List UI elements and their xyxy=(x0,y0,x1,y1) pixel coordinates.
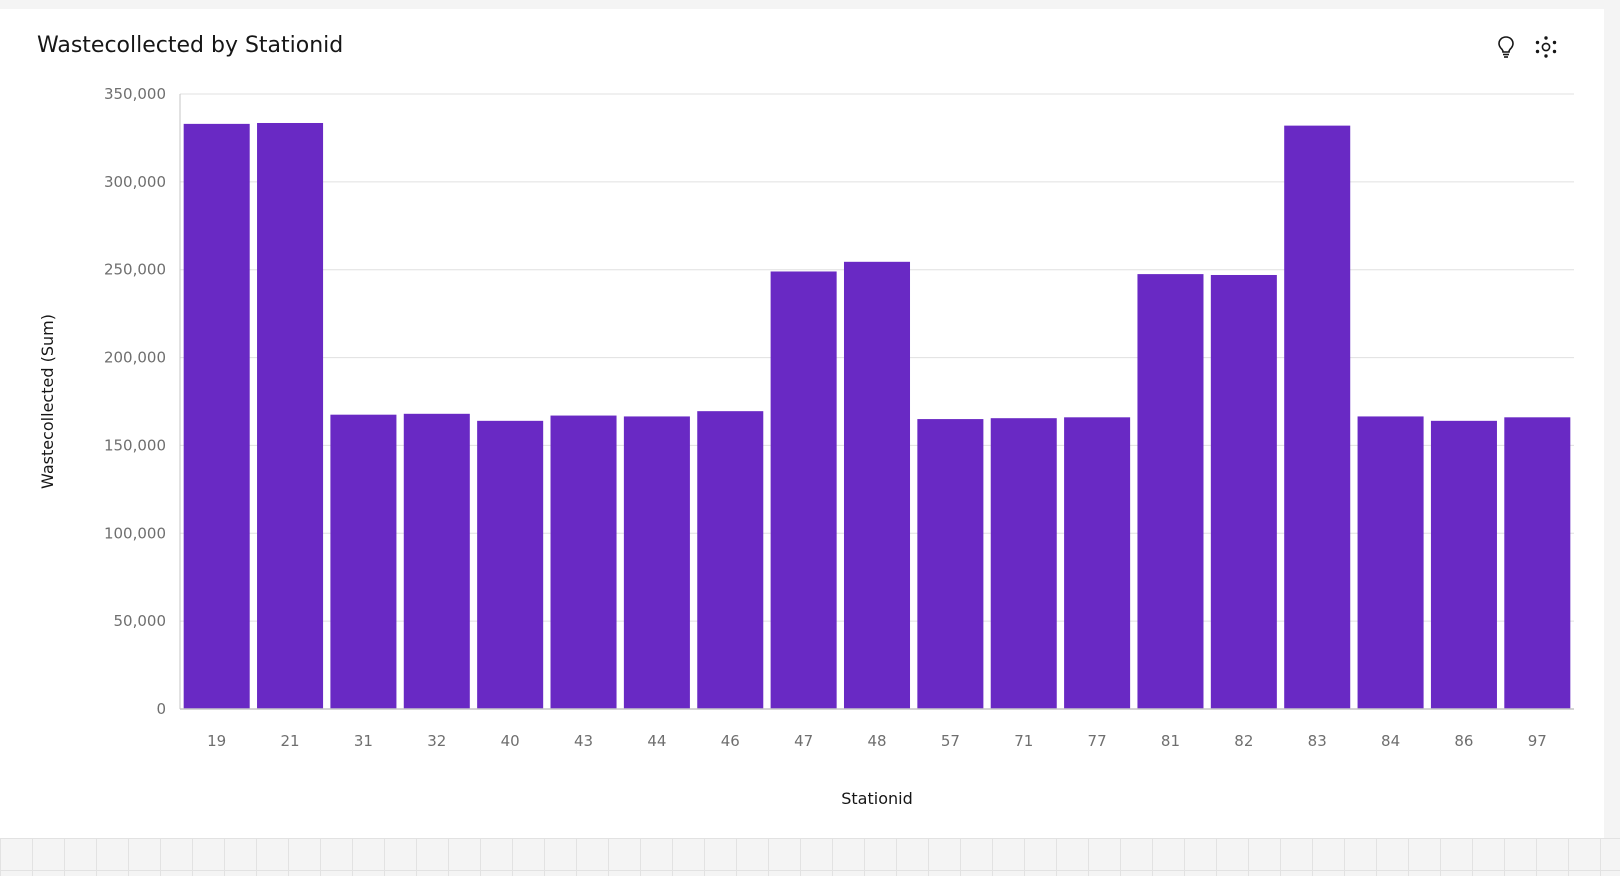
x-tick-label: 83 xyxy=(1308,732,1327,750)
bar-46[interactable] xyxy=(697,411,764,709)
lightbulb-icon xyxy=(1495,35,1517,59)
canvas-grid-background xyxy=(0,838,1620,876)
insights-button[interactable] xyxy=(1492,33,1520,61)
bar-81[interactable] xyxy=(1137,274,1204,709)
bar-84[interactable] xyxy=(1357,416,1424,709)
x-tick-label: 82 xyxy=(1234,732,1253,750)
y-tick-label: 50,000 xyxy=(114,612,167,630)
y-tick-label: 350,000 xyxy=(104,85,166,103)
bar-44[interactable] xyxy=(623,416,690,709)
y-tick-label: 0 xyxy=(156,700,166,718)
x-tick-label: 86 xyxy=(1454,732,1473,750)
x-axis-title: Stationid xyxy=(841,789,912,808)
x-tick-label: 81 xyxy=(1161,732,1180,750)
bar-43[interactable] xyxy=(550,415,617,709)
bar-83[interactable] xyxy=(1284,125,1351,710)
bar-40[interactable] xyxy=(477,420,544,709)
bar-21[interactable] xyxy=(257,122,324,709)
y-tick-label: 150,000 xyxy=(104,436,166,454)
bar-47[interactable] xyxy=(770,271,837,709)
bar-82[interactable] xyxy=(1210,274,1277,709)
bar-97[interactable] xyxy=(1504,417,1571,709)
bar-86[interactable] xyxy=(1430,420,1497,709)
x-tick-label: 21 xyxy=(281,732,300,750)
bar-48[interactable] xyxy=(843,261,911,709)
bar-32[interactable] xyxy=(403,413,470,709)
x-tick-label: 84 xyxy=(1381,732,1400,750)
chart-toolbar xyxy=(1492,33,1560,61)
bar-71[interactable] xyxy=(990,418,1057,709)
x-tick-label: 43 xyxy=(574,732,593,750)
x-tick-label: 48 xyxy=(867,732,886,750)
x-tick-label: 71 xyxy=(1014,732,1033,750)
x-tick-label: 57 xyxy=(941,732,960,750)
y-tick-label: 300,000 xyxy=(104,173,166,191)
bar-57[interactable] xyxy=(917,419,984,709)
x-tick-label: 44 xyxy=(647,732,666,750)
x-tick-label: 77 xyxy=(1088,732,1107,750)
y-tick-label: 200,000 xyxy=(104,349,166,367)
x-tick-label: 40 xyxy=(501,732,520,750)
chart-settings-button[interactable] xyxy=(1532,33,1560,61)
y-tick-label: 100,000 xyxy=(104,524,166,542)
x-tick-label: 19 xyxy=(207,732,226,750)
settings-dots-icon xyxy=(1534,35,1558,59)
bar-19[interactable] xyxy=(183,123,250,709)
x-tick-label: 47 xyxy=(794,732,813,750)
bar-77[interactable] xyxy=(1064,417,1131,709)
x-tick-label: 32 xyxy=(427,732,446,750)
bar-31[interactable] xyxy=(330,414,397,709)
y-axis-title: Wastecollected (Sum) xyxy=(38,314,57,489)
x-tick-label: 97 xyxy=(1528,732,1547,750)
y-tick-label: 250,000 xyxy=(104,261,166,279)
x-tick-label: 31 xyxy=(354,732,373,750)
x-tick-label: 46 xyxy=(721,732,740,750)
chart-title: Wastecollected by Stationid xyxy=(37,33,344,58)
